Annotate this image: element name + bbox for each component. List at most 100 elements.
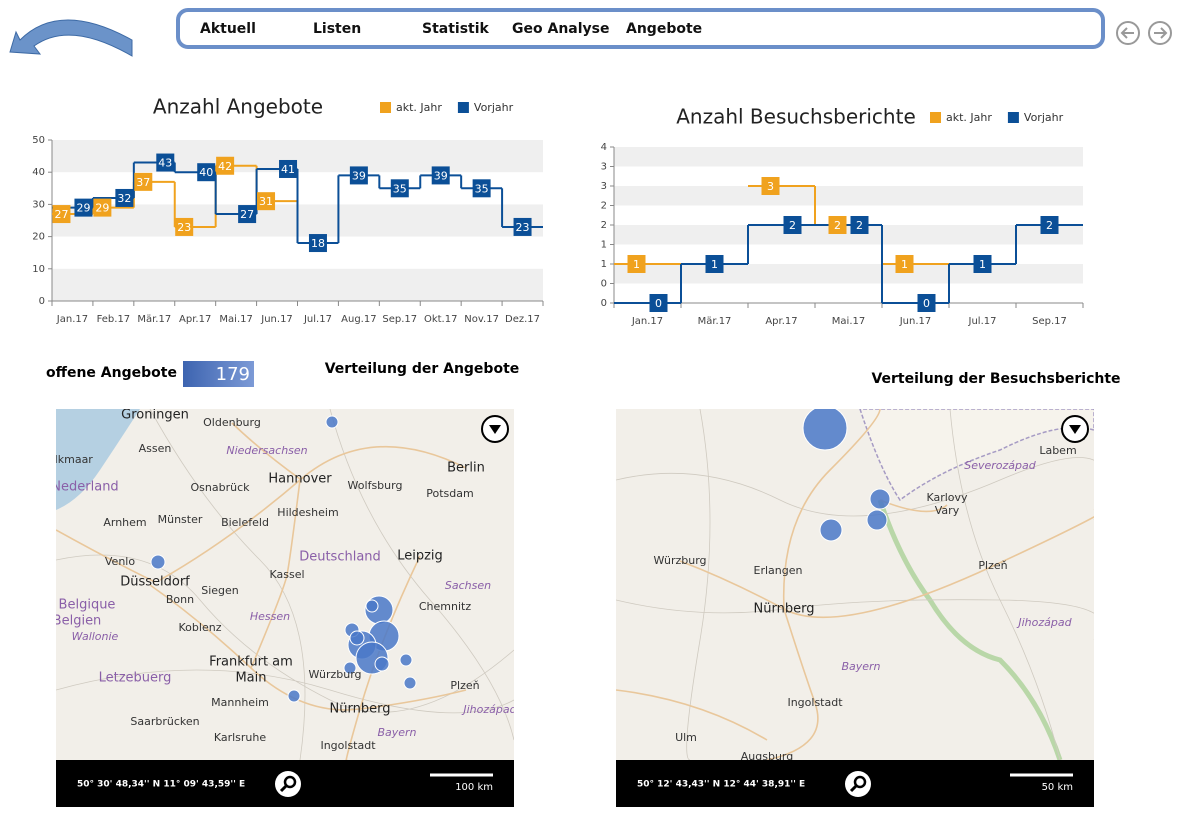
value-label-box <box>828 216 847 234</box>
value-label-box <box>390 179 409 198</box>
x-tick-label: Nov.17 <box>464 314 499 325</box>
next-button[interactable] <box>1148 21 1172 45</box>
value-label-box <box>783 216 802 234</box>
map[interactable]: Labem Severozápad Karlovy Vary Würzburg … <box>616 406 1108 763</box>
value-label: 31 <box>259 195 273 208</box>
back-button[interactable] <box>9 19 133 57</box>
value-label: 1 <box>979 258 986 271</box>
nav-item[interactable]: Statistik <box>422 21 490 37</box>
y-tick-label: 0 <box>601 298 607 309</box>
grid-band <box>52 140 543 173</box>
value-label: 35 <box>475 182 489 195</box>
value-label: 2 <box>834 219 841 232</box>
value-label-box <box>1040 216 1059 234</box>
map-coordinates: 50° 12' 43,43'' N 12° 44' 38,91'' E <box>637 780 805 790</box>
value-label: 43 <box>158 157 172 170</box>
x-tick-label: Sep.17 <box>1032 316 1067 327</box>
place: Jihozápad <box>1016 616 1072 629</box>
summary-label: offene Angebote <box>46 365 177 381</box>
x-tick-label: Feb.17 <box>97 314 131 325</box>
place: Vary <box>935 504 960 517</box>
x-tick-label: Dez.17 <box>505 314 540 325</box>
chart-title: Anzahl Besuchsberichte <box>676 105 916 129</box>
map-scale: 50 km <box>1042 782 1073 793</box>
legend-swatch <box>1007 112 1019 123</box>
place: Venlo <box>105 555 135 568</box>
value-label: 41 <box>281 163 295 176</box>
value-label: 32 <box>117 192 131 205</box>
place: Severozápad <box>964 459 1037 472</box>
nav-item[interactable]: Listen <box>313 21 361 37</box>
x-tick-label: Jul.17 <box>303 314 332 325</box>
x-tick-label: Mär.17 <box>698 316 732 327</box>
place: Oldenburg <box>203 416 261 429</box>
value-label: 40 <box>199 166 213 179</box>
place: Münster <box>158 513 203 526</box>
y-tick-label: 4 <box>601 142 607 153</box>
place: Arnhem <box>103 516 146 529</box>
place: Assen <box>139 442 172 455</box>
x-tick-label: Mär.17 <box>137 314 171 325</box>
map-title: Verteilung der Angebote <box>325 361 520 377</box>
legend-swatch <box>930 112 941 123</box>
place: Wallonie <box>72 630 119 643</box>
value-label: 39 <box>434 169 448 182</box>
value-label: 1 <box>901 258 908 271</box>
value-label: 0 <box>923 297 930 310</box>
map[interactable]: Groningen Oldenburg Assen Alkmaar Nieder… <box>47 408 517 764</box>
value-label: 18 <box>311 237 325 250</box>
value-label: 2 <box>789 219 796 232</box>
place: Jihozápad <box>461 703 517 716</box>
value-label-box <box>850 216 869 234</box>
nav-item[interactable]: Geo Analyse <box>512 21 609 37</box>
value-label: 0 <box>655 297 662 310</box>
nav-item[interactable]: Angebote <box>626 21 702 37</box>
value-label-box <box>973 255 992 273</box>
place: Osnabrück <box>191 481 251 494</box>
legend-label: akt. Jahr <box>396 101 442 114</box>
y-tick-label: 1 <box>601 259 607 270</box>
place: Karlsruhe <box>214 731 267 744</box>
place: Karlovy <box>926 491 968 504</box>
place: Belgien <box>53 614 102 629</box>
value-label-box <box>216 156 235 175</box>
map-scale: 100 km <box>455 782 493 793</box>
value-label-box <box>175 217 194 236</box>
value-label: 35 <box>393 182 407 195</box>
map-coordinates: 50° 30' 48,34'' N 11° 09' 43,59'' E <box>77 780 245 790</box>
value-label-box <box>349 166 368 185</box>
value-label: 23 <box>177 221 191 234</box>
grid-band <box>52 268 543 301</box>
x-tick-label: Sep.17 <box>382 314 417 325</box>
summary-box <box>183 361 254 387</box>
place: Saarbrücken <box>130 715 199 728</box>
y-tick-label: 40 <box>32 167 45 178</box>
x-tick-label: Aug.17 <box>341 314 376 325</box>
place: Main <box>235 671 266 686</box>
map-menu-button[interactable] <box>1061 415 1089 443</box>
value-label: 23 <box>516 221 530 234</box>
nav-item[interactable]: Aktuell <box>200 21 256 37</box>
place: Belgique <box>59 598 116 613</box>
x-tick-label: Jun.17 <box>260 314 293 325</box>
place: Ingolstadt <box>320 739 376 752</box>
y-tick-label: 2 <box>601 220 607 231</box>
place: Groningen <box>121 408 189 423</box>
place: Düsseldorf <box>120 575 190 590</box>
value-label-box <box>627 255 646 273</box>
y-tick-label: 1 <box>601 240 607 251</box>
value-label-box <box>472 179 491 198</box>
map-search-button[interactable] <box>275 771 301 797</box>
map-menu-button[interactable] <box>481 415 509 443</box>
value-label: 2 <box>856 219 863 232</box>
value-label-box <box>705 255 724 273</box>
y-tick-label: 10 <box>32 264 45 275</box>
y-tick-label: 0 <box>601 279 607 290</box>
x-tick-label: Mai.17 <box>832 316 865 327</box>
place: Nederland <box>51 480 118 495</box>
map-search-button[interactable] <box>845 771 871 797</box>
map-title: Verteilung der Besuchsberichte <box>871 371 1120 387</box>
prev-button[interactable] <box>1116 21 1140 45</box>
value-label-box <box>156 153 175 172</box>
